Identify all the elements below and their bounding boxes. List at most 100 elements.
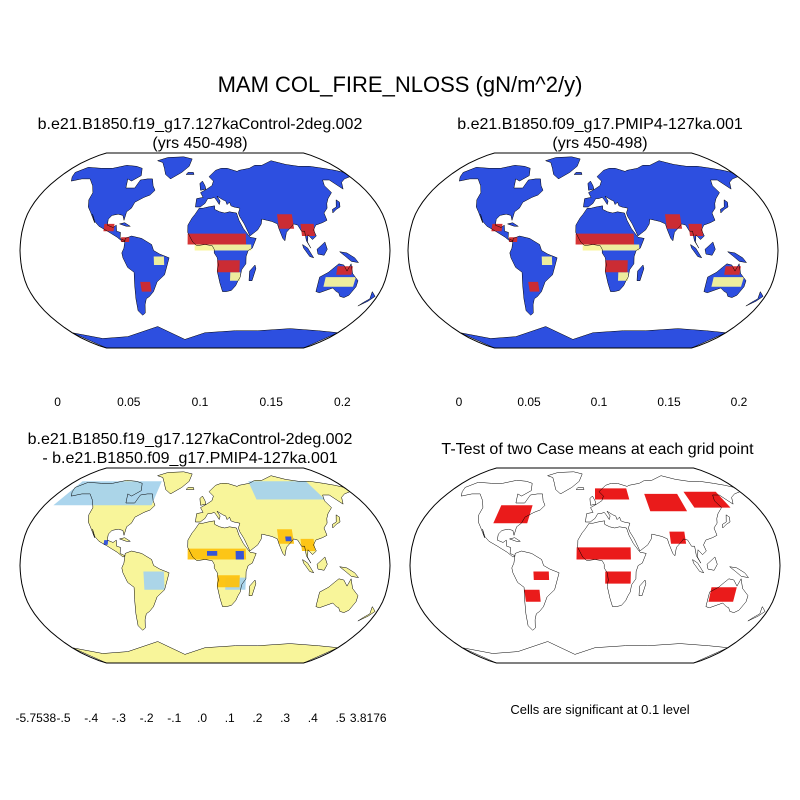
colorbar-pmip4: 0 0.05 0.1 0.15 0.2 — [456, 395, 748, 409]
significant-cells — [533, 571, 550, 580]
land-madagascar — [249, 265, 256, 281]
land-australia — [315, 578, 358, 613]
coastline-eurasia — [195, 475, 351, 564]
panel-title-line: - b.e21.B1850.f09_g17.PMIP4-127ka.001 — [42, 450, 338, 467]
fire-high-region — [575, 233, 635, 245]
coastline-new-zealand — [357, 291, 376, 307]
coastline-australia — [315, 578, 359, 613]
coastline-layer — [70, 156, 376, 348]
fire-moderate-region — [230, 272, 241, 281]
coastline-africa — [577, 520, 647, 607]
colorbar-tick-label: 0 — [456, 395, 463, 409]
coastline-japan — [722, 514, 731, 529]
land-uk — [199, 181, 206, 191]
coastline-australia — [315, 263, 359, 298]
fire-high-region — [277, 214, 295, 229]
map-control — [19, 152, 391, 349]
coastline-uk — [587, 180, 595, 191]
coastline-borneo — [316, 241, 328, 256]
fire-high-region — [140, 281, 152, 292]
coastline-iceland — [575, 487, 585, 490]
land-iceland — [186, 172, 194, 175]
land-sumatra — [690, 244, 702, 258]
fire-high-region — [336, 266, 353, 275]
panel-title-difference: b.e21.B1850.f19_g17.127kaControl-2deg.00… — [0, 430, 380, 468]
coastline-madagascar — [638, 579, 647, 596]
difference-negative-strong — [103, 540, 109, 545]
colorbar-tick-label: -.5 — [56, 711, 70, 725]
coastline-uk — [199, 180, 207, 191]
land-sumatra — [692, 559, 704, 573]
coastline-new-zealand — [745, 291, 764, 307]
coastline-japan — [720, 199, 729, 214]
coastline-eurasia — [585, 475, 741, 564]
coastline-madagascar — [248, 264, 257, 281]
land-borneo — [705, 242, 716, 256]
coastline-eurasia — [195, 160, 351, 249]
coastline-borneo — [316, 556, 328, 571]
coastline-uk — [199, 495, 207, 506]
land-borneo — [707, 557, 718, 571]
coastline-sumatra — [692, 558, 705, 574]
fire-moderate-region — [711, 277, 744, 287]
significant-cells — [493, 505, 533, 524]
panel-title-line: b.e21.B1850.f19_g17.127kaControl-2deg.00… — [37, 116, 363, 133]
significance-note: Cells are significant at 0.1 level — [510, 702, 690, 717]
land-borneo — [317, 242, 328, 256]
colorbar-tick-label: -.2 — [140, 711, 154, 725]
land-cuba — [509, 537, 521, 542]
panel-title-line: b.e21.B1850.f19_g17.127kaControl-2deg.00… — [27, 431, 353, 448]
land-sumatra — [302, 244, 314, 258]
land-greenland — [545, 156, 581, 179]
land-iceland — [574, 172, 582, 175]
significant-cells — [576, 547, 631, 560]
fire-high-region — [103, 223, 115, 232]
colorbar-tick-label: 0.1 — [591, 395, 608, 409]
coastline-antarctica — [459, 326, 727, 348]
coastline-south-america — [511, 550, 560, 631]
coastline-cuba — [118, 222, 132, 227]
land-layer — [461, 471, 766, 663]
land-iceland — [186, 487, 194, 490]
coastline-cuba — [508, 537, 522, 542]
fire-moderate-region — [323, 277, 356, 287]
coastline-greenland — [544, 156, 581, 180]
map-border — [409, 467, 781, 664]
land-uk — [199, 496, 206, 506]
land-greenland — [157, 471, 193, 494]
colorbar-tick-label: .5 — [335, 711, 345, 725]
difference-negative-light — [53, 481, 162, 506]
land-madagascar — [637, 265, 644, 281]
significant-cells — [683, 491, 731, 508]
land-new-guinea — [339, 566, 359, 578]
coastline-antarctica — [461, 641, 729, 663]
significant-cells — [669, 531, 687, 544]
panel-title-line: T-Test of two Case means at each grid po… — [441, 441, 754, 458]
coastline-south-america — [509, 235, 558, 316]
colorbar-tick-label: 0.15 — [260, 395, 284, 409]
panel-title-pmip4: b.e21.B1850.f09_g17.PMIP4-127ka.001 (yrs… — [400, 115, 800, 153]
significant-cells — [708, 587, 737, 602]
land-greenland — [157, 156, 193, 179]
land-south-america — [121, 551, 170, 631]
significant-cells — [524, 589, 541, 602]
coastline-borneo — [706, 556, 718, 571]
coastline-layer — [458, 156, 764, 348]
coastline-greenland — [156, 156, 193, 180]
coastline-north-america — [460, 480, 546, 558]
coastline-madagascar — [248, 579, 257, 596]
panel-title-line: (yrs 450-498) — [552, 135, 648, 152]
land-south-america — [121, 236, 170, 316]
land-africa — [577, 520, 647, 607]
coastline-japan — [332, 199, 341, 214]
fire-high-region — [688, 223, 704, 236]
coastline-madagascar — [636, 264, 645, 281]
colorbar-tick-label: 0.15 — [657, 395, 681, 409]
difference-negative-light — [248, 481, 326, 500]
colorbar-tick-label: .4 — [308, 711, 318, 725]
coastline-sumatra — [690, 243, 703, 259]
map-border — [19, 152, 391, 349]
coastline-africa — [187, 205, 257, 292]
fire-high-region — [491, 223, 503, 232]
